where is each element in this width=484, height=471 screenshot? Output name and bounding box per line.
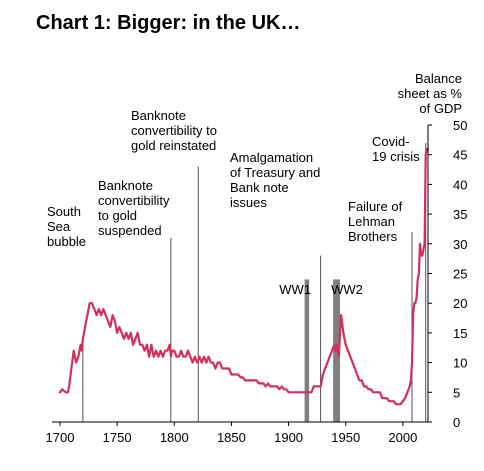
event-label-1821: Banknote convertibility to gold reinstated [131,108,217,153]
x-tick-label-1900: 1900 [274,430,303,445]
event-label-1928: Amalgamation of Treasury and Bank note issu… [230,150,320,210]
y-tick-label-30: 30 [453,237,467,252]
war-label-ww1: WW1 [279,282,311,297]
x-tick-label-1750: 1750 [103,430,132,445]
y-axis-label: Balance sheet as % of GDP [398,71,463,116]
annotation-labels: WW1 WW2 South Sea bubble Banknote convertibili… [47,108,420,297]
event-label-1797: Banknote convertibility to gold suspended [98,178,170,238]
war-bar-ww1 [304,279,310,422]
y-tick-label-10: 10 [453,356,467,371]
y-tick-label-40: 40 [453,177,467,192]
x-tick-label-2000: 2000 [388,430,417,445]
war-bar-ww2 [333,279,340,422]
series-lines [58,147,430,406]
x-tick-label-1700: 1700 [46,430,75,445]
series-line-0 [58,147,430,406]
war-label-ww2: WW2 [331,282,363,297]
x-tick-label-1950: 1950 [331,430,360,445]
axes: 1700 1750 1800 1850 1900 1950 2000 0 5 10 15 20 25 30… [46,71,468,445]
y-tick-label-5: 5 [453,385,460,400]
event-label-1720: South Sea bubble [47,204,86,249]
y-tick-label-15: 15 [453,326,467,341]
y-tick-label-25: 25 [453,267,467,282]
event-label-2020: Covid-19 crisis [372,134,420,164]
y-tick-label-0: 0 [453,415,460,430]
chart-title: Chart 1: Bigger: in the UK… [36,12,301,34]
y-tick-label-50: 50 [453,118,467,133]
event-lines [82,142,427,422]
x-tick-label-1800: 1800 [160,430,189,445]
y-tick-label-20: 20 [453,296,467,311]
war-bars [304,279,340,422]
event-label-2008: Failure of Lehman Brothers [348,199,403,244]
y-tick-label-35: 35 [453,207,467,222]
x-tick-label-1850: 1850 [217,430,246,445]
y-tick-label-45: 45 [453,148,467,163]
